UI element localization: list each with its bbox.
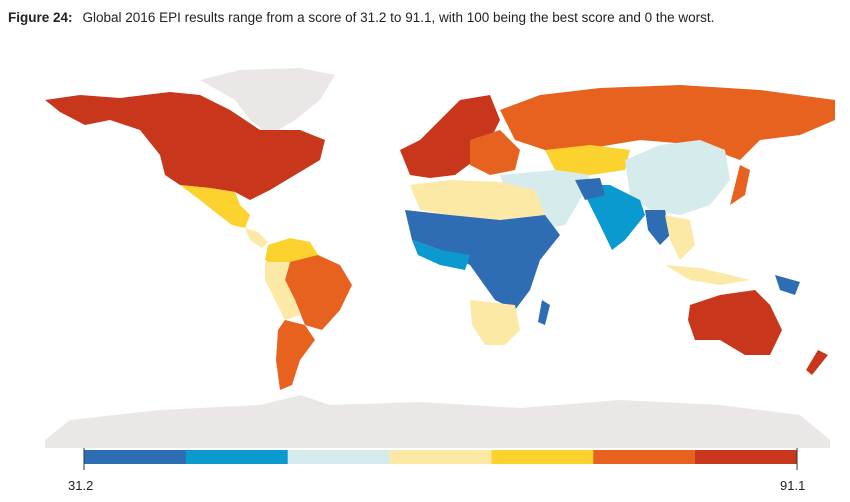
region-antarctica <box>45 395 830 448</box>
legend-swatch <box>695 450 798 464</box>
region-central-america <box>245 228 268 248</box>
region-new-zealand <box>806 350 828 375</box>
region-north-america <box>45 92 325 200</box>
legend-swatch <box>389 450 492 464</box>
region-png <box>775 275 800 295</box>
region-africa-central <box>405 210 560 310</box>
region-afghanistan <box>575 178 605 200</box>
region-southeast-asia <box>645 210 670 245</box>
region-africa-west <box>412 240 470 270</box>
region-middle-east <box>500 170 590 230</box>
region-central-asia <box>545 145 630 175</box>
region-africa-south <box>470 300 520 345</box>
region-europe-east <box>470 130 520 175</box>
legend-max-label: 91.1 <box>780 478 806 493</box>
legend-swatch <box>593 450 696 464</box>
legend-swatch <box>84 450 187 464</box>
legend-swatch <box>185 450 289 464</box>
region-australia <box>688 290 782 355</box>
region-north-africa <box>410 180 545 220</box>
figure-label: Figure 24: <box>8 10 73 25</box>
region-greenland <box>200 68 335 135</box>
region-mexico <box>180 185 250 228</box>
region-japan <box>730 165 750 205</box>
region-brazil <box>285 255 352 330</box>
region-indonesia <box>665 265 750 285</box>
region-madagascar <box>538 300 550 325</box>
color-scale-legend <box>83 448 798 470</box>
region-china <box>625 140 730 215</box>
legend-swatch <box>491 450 594 464</box>
region-russia <box>500 85 835 160</box>
legend-swatch <box>287 450 391 464</box>
region-south-asia <box>580 185 645 250</box>
legend-min-label: 31.2 <box>68 478 94 493</box>
region-andes <box>265 262 300 320</box>
region-southern-cone <box>276 320 315 390</box>
caption-text: Global 2016 EPI results range from a sco… <box>82 10 715 25</box>
figure-caption: Figure 24: Global 2016 EPI results range … <box>8 10 714 25</box>
region-indochina <box>665 215 695 260</box>
